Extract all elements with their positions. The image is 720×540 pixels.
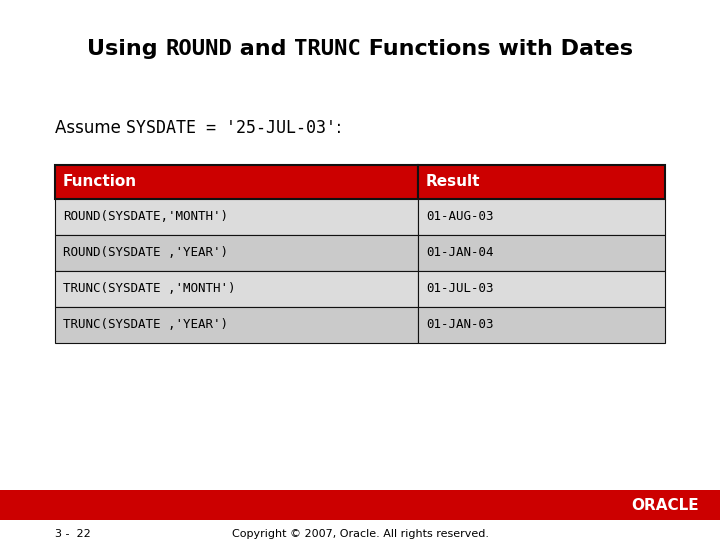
Text: :: : [336,119,342,137]
Text: 01-JUL-03: 01-JUL-03 [426,282,493,295]
Text: ROUND(SYSDATE ,'YEAR'): ROUND(SYSDATE ,'YEAR') [63,246,228,260]
Text: TRUNC(SYSDATE ,'YEAR'): TRUNC(SYSDATE ,'YEAR') [63,319,228,332]
Text: TRUNC: TRUNC [294,39,361,59]
Text: ORACLE: ORACLE [631,497,698,512]
Text: Using: Using [87,39,165,59]
Text: Result: Result [426,174,480,190]
Text: and: and [232,39,294,59]
Text: Function: Function [63,174,137,190]
Text: 3 -  22: 3 - 22 [55,529,91,539]
Text: 01-JAN-04: 01-JAN-04 [426,246,493,260]
Text: ROUND(SYSDATE,'MONTH'): ROUND(SYSDATE,'MONTH') [63,211,228,224]
Text: 01-JAN-03: 01-JAN-03 [426,319,493,332]
Text: 01-AUG-03: 01-AUG-03 [426,211,493,224]
Text: Copyright © 2007, Oracle. All rights reserved.: Copyright © 2007, Oracle. All rights res… [232,529,488,539]
Text: Functions with Dates: Functions with Dates [361,39,633,59]
Text: Assume: Assume [55,119,126,137]
Text: SYSDATE = '25-JUL-03': SYSDATE = '25-JUL-03' [126,119,336,137]
Text: ROUND: ROUND [165,39,232,59]
Text: TRUNC(SYSDATE ,'MONTH'): TRUNC(SYSDATE ,'MONTH') [63,282,235,295]
